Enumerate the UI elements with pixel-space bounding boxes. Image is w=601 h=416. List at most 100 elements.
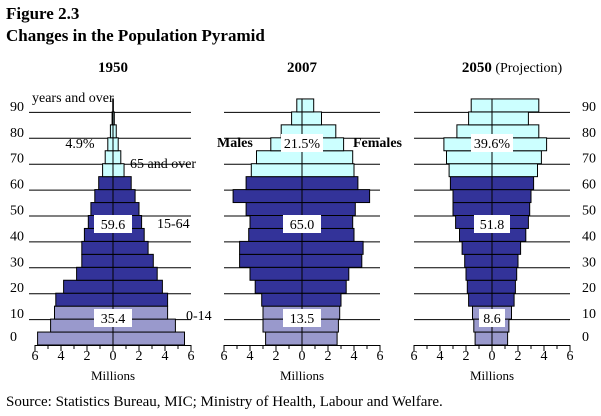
bar-female-35-39 — [112, 240, 149, 255]
age-tick-left: 30 — [10, 255, 24, 270]
age-tick-left: 50 — [10, 204, 24, 219]
bar-female-75-79 — [112, 137, 119, 152]
bar-male-60-64 — [245, 176, 303, 191]
age-tick-right: 40 — [582, 229, 596, 244]
bar-male-70-74 — [446, 150, 493, 165]
bar-male-20-24 — [254, 279, 303, 294]
bar-male-30-34 — [239, 253, 303, 268]
age-tick-left: 0 — [10, 330, 17, 345]
bar-male-0-4 — [474, 331, 493, 346]
age-tick-right: 60 — [582, 178, 596, 193]
x-tick-label: 4 — [351, 349, 358, 364]
bar-female-70-74 — [301, 150, 354, 165]
x-tick-label: 4 — [541, 349, 548, 364]
bar-male-15-19 — [261, 292, 303, 307]
bar-male-55-59 — [452, 189, 493, 204]
x-tick-label: 6 — [221, 349, 228, 364]
share-working-age: 65.0 — [290, 218, 315, 233]
x-tick-label: 4 — [58, 349, 65, 364]
bar-male-65-69 — [448, 163, 493, 178]
share-young-box — [283, 309, 321, 327]
bar-female-65-69 — [112, 163, 125, 178]
share-old: 4.9% — [65, 137, 95, 152]
bar-female-20-24 — [112, 279, 163, 294]
bar-female-20-24 — [491, 279, 516, 294]
bar-male-70-74 — [104, 150, 114, 165]
bar-male-0-4 — [265, 331, 303, 346]
bar-female-15-19 — [301, 292, 342, 307]
bar-male-60-64 — [98, 176, 114, 191]
age-tick-left: 70 — [10, 152, 24, 167]
x-tick-label: 6 — [32, 349, 39, 364]
age-tick-right: 30 — [582, 255, 596, 270]
share-old-box — [471, 134, 513, 152]
x-tick-label: 2 — [463, 349, 470, 364]
age-tick-right: 10 — [582, 307, 596, 322]
x-tick-label: 6 — [567, 349, 574, 364]
share-old: 39.6% — [474, 137, 511, 152]
bar-female-55-59 — [491, 189, 532, 204]
share-young: 8.6 — [483, 312, 501, 327]
bar-male-15-19 — [468, 292, 493, 307]
bar-male-50-54 — [90, 202, 114, 217]
label-65-and-over: 65 and over — [130, 157, 196, 172]
share-young: 13.5 — [290, 312, 315, 327]
bar-female-15-19 — [112, 292, 169, 307]
bar-female-70-74 — [112, 150, 122, 165]
bar-male-30-34 — [81, 253, 114, 268]
bar-female-0-4 — [112, 331, 185, 346]
x-tick-label: 4 — [247, 349, 254, 364]
bar-male-65-69 — [250, 163, 303, 178]
x-tick-label: 2 — [325, 349, 332, 364]
bar-female-70-74 — [491, 150, 542, 165]
bar-male-85-89 — [468, 111, 493, 126]
x-axis-label: Millions — [470, 368, 514, 383]
x-tick-label: 0 — [110, 349, 117, 364]
bar-male-65-69 — [102, 163, 114, 178]
share-working-age-box — [474, 215, 510, 233]
figure-title: Changes in the Population Pyramid — [6, 26, 265, 45]
x-tick-label: 2 — [515, 349, 522, 364]
x-tick-label: 6 — [377, 349, 384, 364]
bar-male-25-29 — [465, 266, 493, 281]
bar-female-55-59 — [301, 189, 371, 204]
bar-male-25-29 — [249, 266, 303, 281]
x-tick-label: 2 — [84, 349, 91, 364]
bar-female-65-69 — [491, 163, 538, 178]
bar-female-0-4 — [301, 331, 338, 346]
bar-male-50-54 — [452, 202, 493, 217]
x-tick-label: 4 — [162, 349, 169, 364]
bar-female-30-34 — [112, 253, 154, 268]
bar-female-85-89 — [491, 111, 529, 126]
panel-title: 2007 — [287, 60, 318, 76]
bar-female-25-29 — [301, 266, 350, 281]
share-working-age-box — [283, 215, 321, 233]
bar-female-50-54 — [491, 202, 531, 217]
bar-female-60-64 — [112, 176, 132, 191]
bar-female-50-54 — [301, 202, 356, 217]
bar-female-90+ — [301, 98, 315, 113]
share-young-box — [479, 309, 505, 327]
age-tick-left: 60 — [10, 178, 24, 193]
bar-male-20-24 — [63, 279, 114, 294]
bar-female-20-24 — [301, 279, 347, 294]
age-tick-right: 20 — [582, 281, 596, 296]
x-tick-label: 0 — [299, 349, 306, 364]
bar-male-35-39 — [239, 240, 303, 255]
age-tick-right: 70 — [582, 152, 596, 167]
bar-male-70-74 — [256, 150, 303, 165]
bar-male-0-4 — [37, 331, 114, 346]
label-0-14: 0-14 — [186, 309, 212, 324]
age-tick-left: 20 — [10, 281, 24, 296]
bar-female-50-54 — [112, 202, 140, 217]
panel-title: 2050 (Projection) — [462, 60, 563, 76]
age-tick-right: 50 — [582, 204, 596, 219]
bar-male-30-34 — [464, 253, 493, 268]
bar-male-25-29 — [76, 266, 114, 281]
bar-male-35-39 — [461, 240, 493, 255]
bar-male-55-59 — [94, 189, 114, 204]
x-tick-label: 4 — [437, 349, 444, 364]
age-tick-right: 80 — [582, 126, 596, 141]
age-tick-left: 10 — [10, 307, 24, 322]
bar-female-30-34 — [491, 253, 519, 268]
